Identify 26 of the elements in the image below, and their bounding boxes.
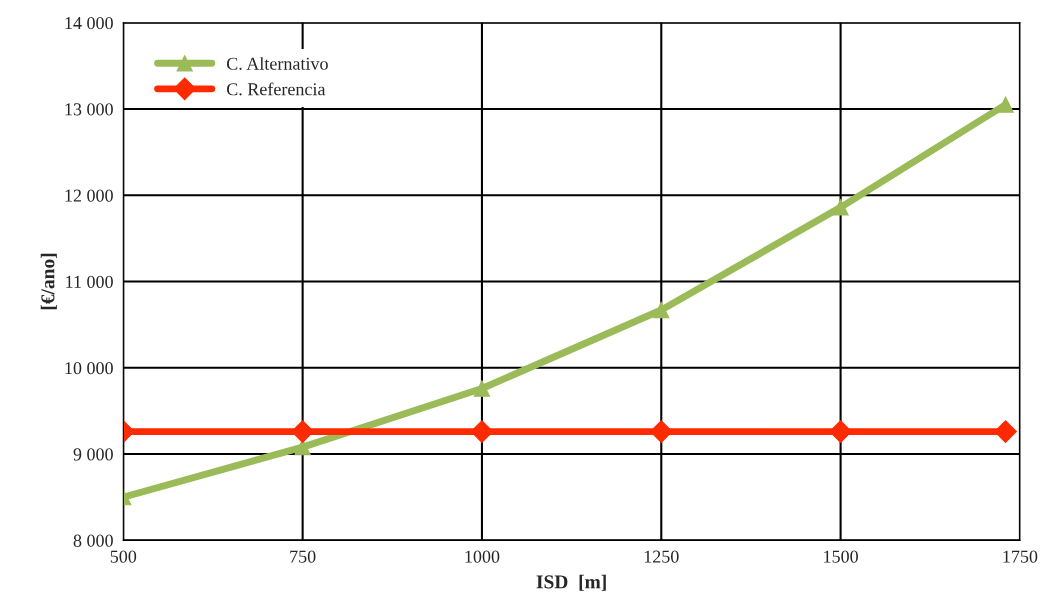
y-tick-label: 14 000 [65, 16, 113, 30]
legend-label: C. Alternativo [226, 57, 328, 70]
point [649, 420, 673, 443]
y-tick-label: 10 000 [65, 362, 113, 375]
point [291, 420, 314, 443]
y-axis-title: [€/ano] [40, 253, 57, 310]
y-tick-label: 13 000 [65, 103, 113, 116]
y-tick-label: 11 000 [66, 275, 113, 288]
x-tick-label: 1250 [644, 550, 679, 563]
point [473, 380, 491, 397]
point [832, 199, 849, 216]
point [470, 420, 494, 443]
point [829, 420, 852, 443]
legend-label: C. Referencia [226, 82, 326, 96]
x-tick-label: 1000 [465, 550, 500, 563]
y-tick-label: 8 000 [73, 534, 113, 547]
x-tick-label: 1500 [824, 550, 858, 563]
y-tick-label: 9 000 [73, 448, 113, 461]
point [997, 96, 1014, 113]
x-tick-label: 750 [290, 550, 316, 563]
point [994, 420, 1017, 443]
x-tick-label: 1750 [1003, 550, 1038, 563]
point [653, 301, 670, 319]
y-tick-label: 12 000 [65, 189, 113, 202]
x-tick-label: 500 [110, 550, 137, 563]
x-axis-title: ISD [m] [536, 574, 606, 591]
